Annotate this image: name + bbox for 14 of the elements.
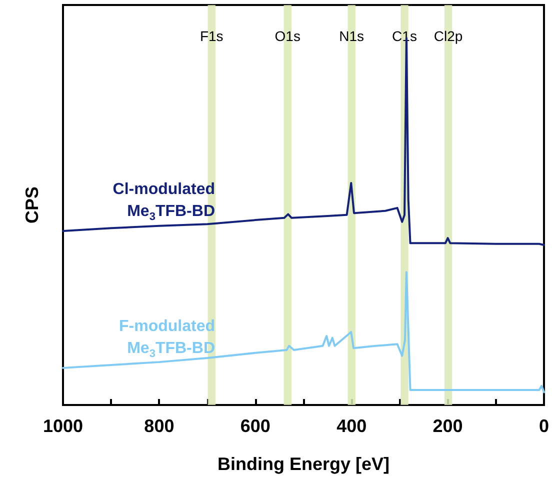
series-label: F-modulated Me$_{3}$TFB-BD [119, 316, 215, 360]
band-label: Cl2p [434, 28, 463, 44]
x-tick-label: 800 [144, 416, 174, 436]
series-label: Cl-modulated Me$_{3}$TFB-BD [112, 180, 215, 224]
y-axis-title: CPS [22, 186, 42, 224]
x-axis-title: Binding Energy [eV] [217, 454, 390, 474]
band-label: N1s [339, 28, 364, 44]
x-tick-label: 200 [432, 416, 463, 436]
x-tick-label: 0 [538, 416, 549, 436]
x-tick-label: 600 [240, 416, 270, 436]
band-label: O1s [274, 28, 300, 44]
x-tick-label: 1000 [42, 416, 84, 436]
band-label: F1s [200, 28, 224, 44]
x-tick-label: 400 [336, 416, 367, 436]
